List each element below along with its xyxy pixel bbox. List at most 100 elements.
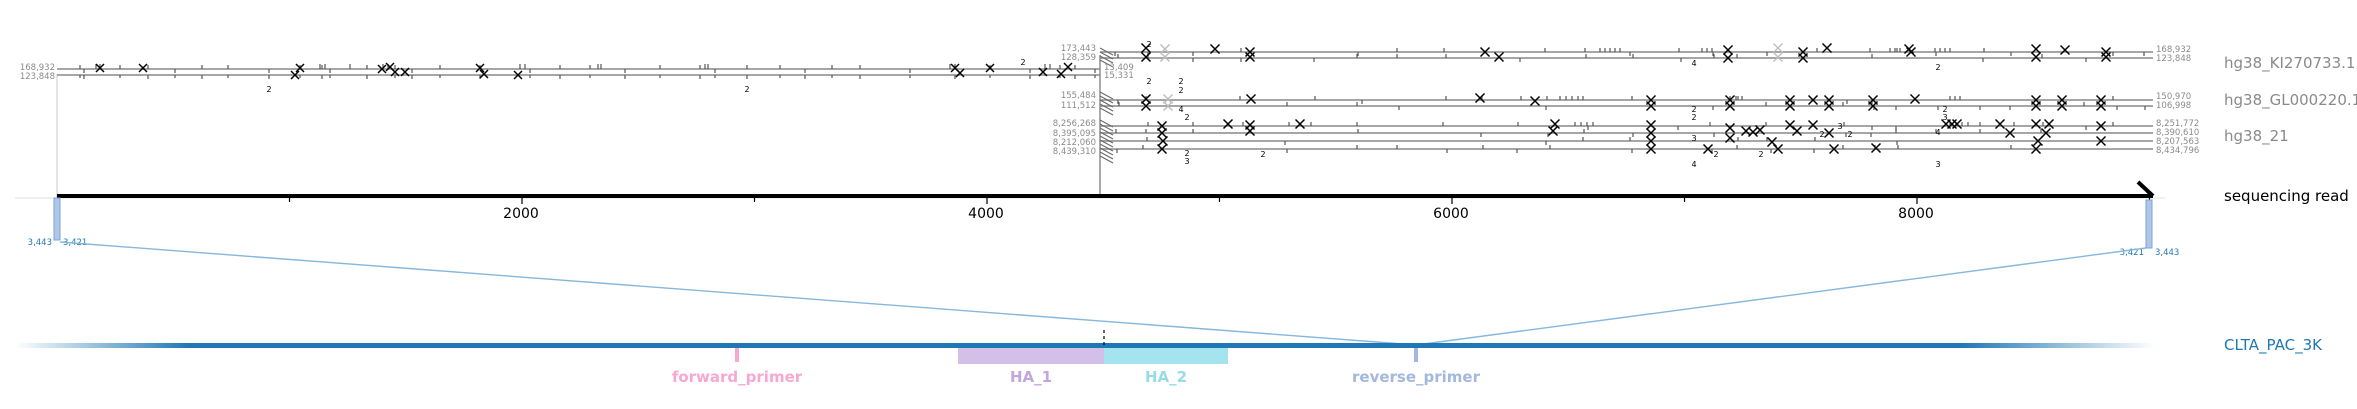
deletion-mark bbox=[1549, 118, 1561, 130]
deletion-mark bbox=[1724, 132, 1736, 144]
deletion-mark bbox=[2059, 44, 2071, 56]
deletion-mark bbox=[1823, 100, 1835, 112]
ref-label-ki270733: hg38_KI270733.1 bbox=[2224, 54, 2355, 73]
deletion-mark bbox=[1773, 52, 1783, 62]
count-label: 3 bbox=[1184, 157, 1189, 166]
junction-hatch-stroke bbox=[1099, 47, 1114, 56]
deletion-mark bbox=[1951, 118, 1963, 130]
deletion-mark bbox=[1797, 52, 1809, 64]
deletion-mark bbox=[1140, 51, 1152, 63]
deletion-mark bbox=[1784, 100, 1796, 112]
chr21-left-coord-4: 8,439,310 bbox=[1053, 147, 1096, 157]
deletion-mark bbox=[377, 64, 387, 74]
chr21-right-end-1: 8,251,772 bbox=[2156, 119, 2199, 129]
deletion-mark bbox=[1724, 122, 1736, 134]
deletion-mark bbox=[1479, 46, 1491, 58]
deletion-mark bbox=[2095, 120, 2107, 132]
left-block-deletion-marks bbox=[95, 62, 1073, 80]
deletion-mark bbox=[1645, 135, 1657, 147]
deletion-mark bbox=[1244, 51, 1256, 63]
deletion-mark bbox=[950, 63, 960, 73]
count-label: 2 bbox=[1020, 58, 1025, 67]
count-label: 2 bbox=[266, 85, 271, 94]
count-label: 3 bbox=[1837, 122, 1842, 131]
deletion-mark bbox=[1294, 118, 1306, 130]
right-anchor-label-a: 3,421 bbox=[2120, 248, 2144, 258]
deletion-mark bbox=[1163, 94, 1173, 104]
ref-label-gl000220: hg38_GL000220.1 bbox=[2224, 91, 2357, 110]
ha1-region bbox=[958, 348, 1104, 364]
deletion-mark bbox=[1994, 118, 2006, 130]
deletion-mark bbox=[1722, 52, 1734, 64]
chr21-right-end-2: 8,390,610 bbox=[2156, 128, 2199, 138]
junction-hatch-stroke bbox=[1099, 59, 1114, 68]
deletion-mark bbox=[1529, 95, 1541, 107]
count-label: 2 bbox=[1260, 150, 1265, 159]
deletion-mark bbox=[1163, 101, 1173, 111]
axis-tick-label-6000: 6000 bbox=[1433, 206, 1469, 222]
ki-left-top-coord: 173,443 bbox=[1061, 44, 1096, 54]
axis-tick-label-8000: 8000 bbox=[1898, 206, 1934, 222]
deletion-mark bbox=[1784, 119, 1796, 131]
junction-hatch-stroke bbox=[1099, 119, 1114, 128]
right-connector-line bbox=[1415, 247, 2147, 346]
deletion-mark bbox=[1157, 135, 1169, 147]
read-end-slash bbox=[2136, 180, 2155, 198]
deletion-mark bbox=[2040, 127, 2052, 139]
count-label: 2 bbox=[1691, 113, 1696, 122]
deletion-mark bbox=[1156, 143, 1168, 155]
deletion-mark bbox=[290, 70, 300, 80]
deletion-mark bbox=[1702, 143, 1714, 155]
read-axis-ticks bbox=[56, 198, 2151, 204]
ha1-label: HA_1 bbox=[1010, 368, 1052, 386]
deletion-mark bbox=[1722, 44, 1734, 56]
count-label: 2 bbox=[1758, 150, 1763, 159]
deletion-mark bbox=[1867, 100, 1879, 112]
junction-hatch-stroke bbox=[1099, 151, 1114, 160]
count-label: 3 bbox=[1942, 113, 1947, 122]
deletion-mark bbox=[1056, 69, 1066, 79]
target-fade-left bbox=[15, 343, 190, 348]
gl-left-bottom-coord: 111,512 bbox=[1061, 101, 1096, 111]
junction-hatch-stroke bbox=[1099, 55, 1114, 64]
deletion-mark bbox=[2095, 135, 2107, 147]
junction-hatch-stroke bbox=[1099, 143, 1114, 152]
junction-hatch-stroke bbox=[1099, 91, 1114, 100]
ki-right-end-bottom: 123,848 bbox=[2156, 54, 2191, 64]
deletion-mark bbox=[2030, 143, 2042, 155]
right-anchor-box bbox=[2145, 199, 2153, 249]
deletion-mark bbox=[390, 67, 400, 77]
deletion-mark bbox=[1645, 100, 1657, 112]
deletion-mark bbox=[385, 62, 395, 72]
count-label: 2 bbox=[1146, 40, 1151, 49]
deletion-mark bbox=[1870, 142, 1882, 154]
deletion-mark bbox=[1209, 43, 1221, 55]
axis-tick-label-2000: 2000 bbox=[503, 206, 539, 222]
deletion-mark bbox=[475, 63, 485, 73]
gl-right-end-top: 150,970 bbox=[2156, 92, 2191, 102]
deletion-mark bbox=[1160, 44, 1170, 54]
deletion-mark bbox=[1645, 119, 1657, 131]
deletion-mark bbox=[1063, 62, 1073, 72]
deletion-mark bbox=[1493, 51, 1505, 63]
junction-hatch-stroke bbox=[1099, 155, 1114, 164]
target-fade-right bbox=[1960, 343, 2155, 348]
count-label: 4 bbox=[1691, 59, 1696, 68]
forward-primer-mark bbox=[735, 348, 739, 362]
axis-tick-label-4000: 4000 bbox=[968, 206, 1004, 222]
target-bar bbox=[190, 343, 1960, 348]
deletion-mark bbox=[985, 63, 995, 73]
deletion-mark bbox=[1645, 127, 1657, 139]
deletion-mark bbox=[1821, 42, 1833, 54]
deletion-mark bbox=[2004, 127, 2016, 139]
deletion-mark bbox=[1140, 42, 1152, 54]
read-target-connections: 3,443 3,421 3,421 3,443 bbox=[28, 197, 2179, 346]
reverse-primer-mark bbox=[1414, 348, 1418, 362]
count-label: 2 bbox=[1847, 130, 1852, 139]
target-track-label: CLTA_PAC_3K bbox=[2224, 336, 2323, 355]
junction-hatch-stroke bbox=[1099, 135, 1114, 144]
deletion-mark bbox=[1823, 127, 1835, 139]
deletion-mark bbox=[1160, 52, 1170, 62]
ki-left-bottom-coord: 128,359 bbox=[1061, 53, 1096, 63]
deletion-mark bbox=[1772, 143, 1784, 155]
